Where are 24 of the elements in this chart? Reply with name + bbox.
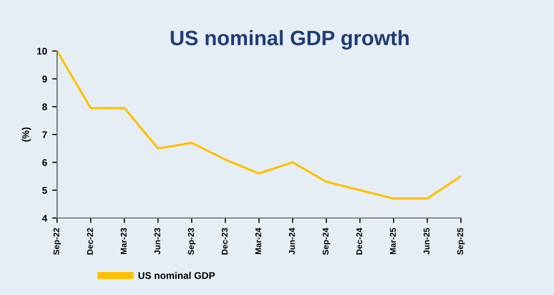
x-tick-label: Sep-22 — [53, 228, 61, 255]
x-tick-label: Jun-23 — [154, 228, 160, 254]
y-tick-label: 9 — [42, 76, 47, 82]
x-tick-label: Mar-23 — [120, 228, 127, 254]
y-tick-label: 8 — [42, 103, 48, 110]
x-tick-label: Mar-25 — [390, 228, 396, 254]
x-tick-label: Sep-24 — [322, 228, 330, 255]
legend-label: US nominal GDP — [138, 272, 215, 279]
y-tick-label: 5 — [42, 187, 48, 194]
y-tick-label: 10 — [37, 48, 47, 55]
chart-title: US nominal GDP growth — [170, 30, 409, 50]
y-tick-label: 7 — [42, 131, 47, 138]
y-tick-label: 6 — [42, 159, 47, 166]
x-tick-label: Jun-25 — [424, 228, 430, 254]
x-tick-label: Dec-22 — [87, 228, 93, 254]
x-tick-label: Sep-23 — [188, 228, 196, 255]
line-series — [57, 51, 461, 200]
x-tick-label: Mar-24 — [255, 228, 262, 254]
x-tick-label: Dec-24 — [356, 228, 362, 254]
x-tick-label: Sep-25 — [457, 228, 465, 255]
x-tick-label: Dec-23 — [222, 228, 228, 254]
y-axis-title: (%) — [22, 127, 31, 142]
x-tick-label: Jun-24 — [288, 228, 295, 254]
y-tick-label: 4 — [42, 214, 48, 222]
